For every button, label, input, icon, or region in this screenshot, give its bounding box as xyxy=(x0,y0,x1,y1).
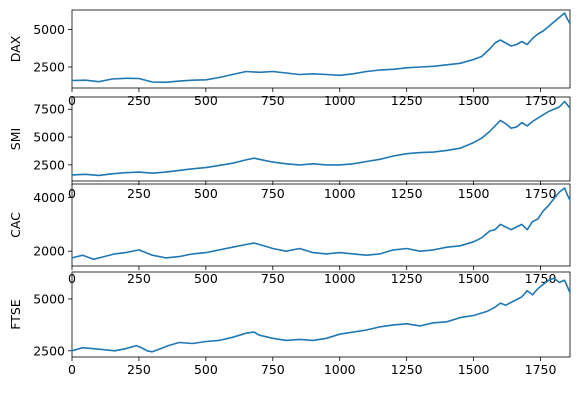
x-tick-label: 1500 xyxy=(458,93,490,108)
plot-frame xyxy=(71,271,571,358)
x-tick-label: 1000 xyxy=(324,271,356,286)
y-axis-label: FTSE xyxy=(8,299,23,330)
x-tick-label: 1750 xyxy=(525,271,557,286)
x-tick-label: 1750 xyxy=(525,362,557,377)
x-tick-label: 1000 xyxy=(324,362,356,377)
plot-frame xyxy=(71,9,571,89)
x-tick-label: 500 xyxy=(194,362,218,377)
x-tick-label: 1250 xyxy=(391,362,423,377)
y-axis-label: SMI xyxy=(8,128,23,150)
y-tick-label: 5000 xyxy=(33,291,65,306)
y-tick-label: 2500 xyxy=(33,343,65,358)
series-line-cac xyxy=(71,187,571,261)
x-tick-label: 750 xyxy=(261,362,285,377)
x-tick-label: 500 xyxy=(194,93,218,108)
plot-frame xyxy=(71,183,571,267)
x-tick-label: 1250 xyxy=(391,186,423,201)
x-tick-label: 1500 xyxy=(458,186,490,201)
y-axis-label: DAX xyxy=(8,35,23,62)
y-tick-label: 5000 xyxy=(33,22,65,37)
x-tick-label: 250 xyxy=(127,362,151,377)
x-tick-label: 750 xyxy=(261,186,285,201)
panel-ftse: 2500 5000 0 250 500 750 1000 1250 1500 1750 FTSE xyxy=(8,271,571,377)
y-axis-label: CAC xyxy=(8,212,23,238)
series-line-smi xyxy=(71,100,571,177)
x-tick-label: 500 xyxy=(194,271,218,286)
y-tick-label: 5000 xyxy=(33,130,65,145)
y-tick-label: 4000 xyxy=(33,190,65,205)
x-tick-label: 250 xyxy=(127,271,151,286)
x-tick-label: 1000 xyxy=(324,93,356,108)
x-tick-label: 1250 xyxy=(391,271,423,286)
y-tick-label: 2500 xyxy=(33,157,65,172)
y-tick-label: 7500 xyxy=(33,102,65,117)
x-tick-label: 250 xyxy=(127,186,151,201)
x-tick-label: 1250 xyxy=(391,93,423,108)
x-tick-label: 1500 xyxy=(458,271,490,286)
x-tick-label: 1000 xyxy=(324,186,356,201)
x-tick-label: 0 xyxy=(68,362,76,377)
y-tick-label: 2000 xyxy=(33,244,65,259)
x-tick-label: 750 xyxy=(261,271,285,286)
x-tick-label: 1500 xyxy=(458,362,490,377)
plot-frame xyxy=(71,96,571,182)
x-tick-label: 250 xyxy=(127,93,151,108)
x-tick-label: 750 xyxy=(261,93,285,108)
x-tick-label: 1750 xyxy=(525,186,557,201)
y-tick-label: 2500 xyxy=(33,60,65,75)
x-tick-label: 500 xyxy=(194,186,218,201)
series-line-dax xyxy=(71,12,571,84)
x-tick-label: 1750 xyxy=(525,93,557,108)
series-line-ftse xyxy=(71,277,571,353)
